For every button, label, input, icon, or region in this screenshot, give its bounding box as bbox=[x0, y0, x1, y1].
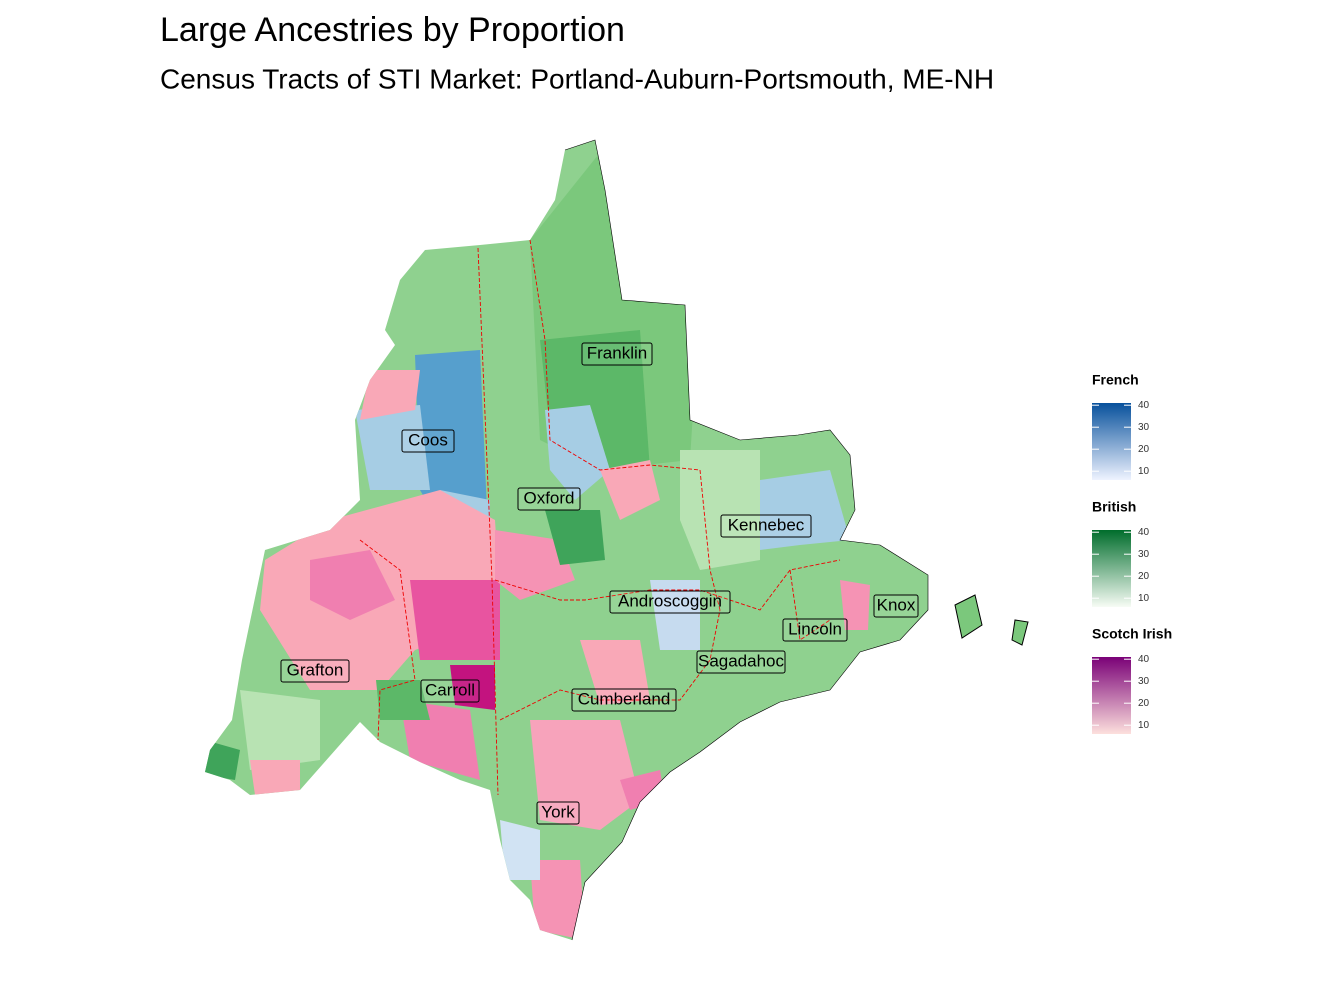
title: Large Ancestries by Proportion bbox=[160, 11, 625, 49]
county-borders bbox=[359, 239, 841, 796]
county-label: York bbox=[536, 801, 580, 825]
colorbar-tick-label: 10 bbox=[1138, 593, 1150, 604]
colorbar-tick-label: 10 bbox=[1138, 466, 1150, 477]
county-label: Knox bbox=[873, 594, 919, 618]
county-label: Lincoln bbox=[782, 618, 848, 642]
legend-title: French bbox=[1092, 372, 1139, 388]
coastline bbox=[564, 139, 929, 941]
county-label: Androscoggin bbox=[609, 590, 731, 614]
colorbar-tick-label: 40 bbox=[1138, 527, 1150, 538]
county-name: Knox bbox=[877, 595, 916, 614]
legends: French 10 20 30 40 British 10 20 30 40 Scotch Iris… bbox=[1092, 372, 1172, 734]
islands bbox=[954, 594, 1029, 646]
colorbar-tick-label: 40 bbox=[1138, 400, 1150, 411]
colorbar-tick-label: 20 bbox=[1138, 698, 1150, 709]
county-name: Lincoln bbox=[788, 619, 842, 638]
county-label: Oxford bbox=[517, 487, 581, 511]
colorbar bbox=[1092, 403, 1131, 480]
colorbar-tick-label: 30 bbox=[1138, 549, 1150, 560]
county-label: Sagadahoc bbox=[696, 650, 786, 674]
county-label: Cumberland bbox=[571, 688, 677, 712]
county-name: Franklin bbox=[587, 343, 647, 362]
colorbar-tick-label: 10 bbox=[1138, 720, 1150, 731]
county-name: Grafton bbox=[287, 660, 344, 679]
colorbar-tick-label: 30 bbox=[1138, 422, 1150, 433]
county-label: Carroll bbox=[420, 679, 480, 703]
legend-title: British bbox=[1092, 499, 1136, 515]
county-name: Oxford bbox=[523, 488, 574, 507]
tract-map bbox=[205, 140, 928, 940]
colorbar bbox=[1092, 657, 1131, 734]
county-label: Coos bbox=[401, 429, 455, 453]
county-label: Grafton bbox=[280, 659, 350, 683]
county-label: Kennebec bbox=[720, 514, 812, 538]
county-name: Cumberland bbox=[578, 689, 671, 708]
colorbar-tick-label: 20 bbox=[1138, 444, 1150, 455]
county-name: Carroll bbox=[425, 680, 475, 699]
colorbar-tick-label: 40 bbox=[1138, 654, 1150, 665]
county-name: Androscoggin bbox=[618, 591, 722, 610]
county-name: Coos bbox=[408, 430, 448, 449]
colorbar-tick-label: 20 bbox=[1138, 571, 1150, 582]
subtitle: Census Tracts of STI Market: Portland-Au… bbox=[160, 63, 994, 94]
colorbar-tick-label: 30 bbox=[1138, 676, 1150, 687]
legend-title: Scotch Irish bbox=[1092, 626, 1172, 642]
county-name: York bbox=[541, 802, 575, 821]
county-name: Kennebec bbox=[728, 515, 805, 534]
county-name: Sagadahoc bbox=[698, 651, 785, 670]
colorbar bbox=[1092, 530, 1131, 607]
county-label: Franklin bbox=[581, 342, 653, 366]
